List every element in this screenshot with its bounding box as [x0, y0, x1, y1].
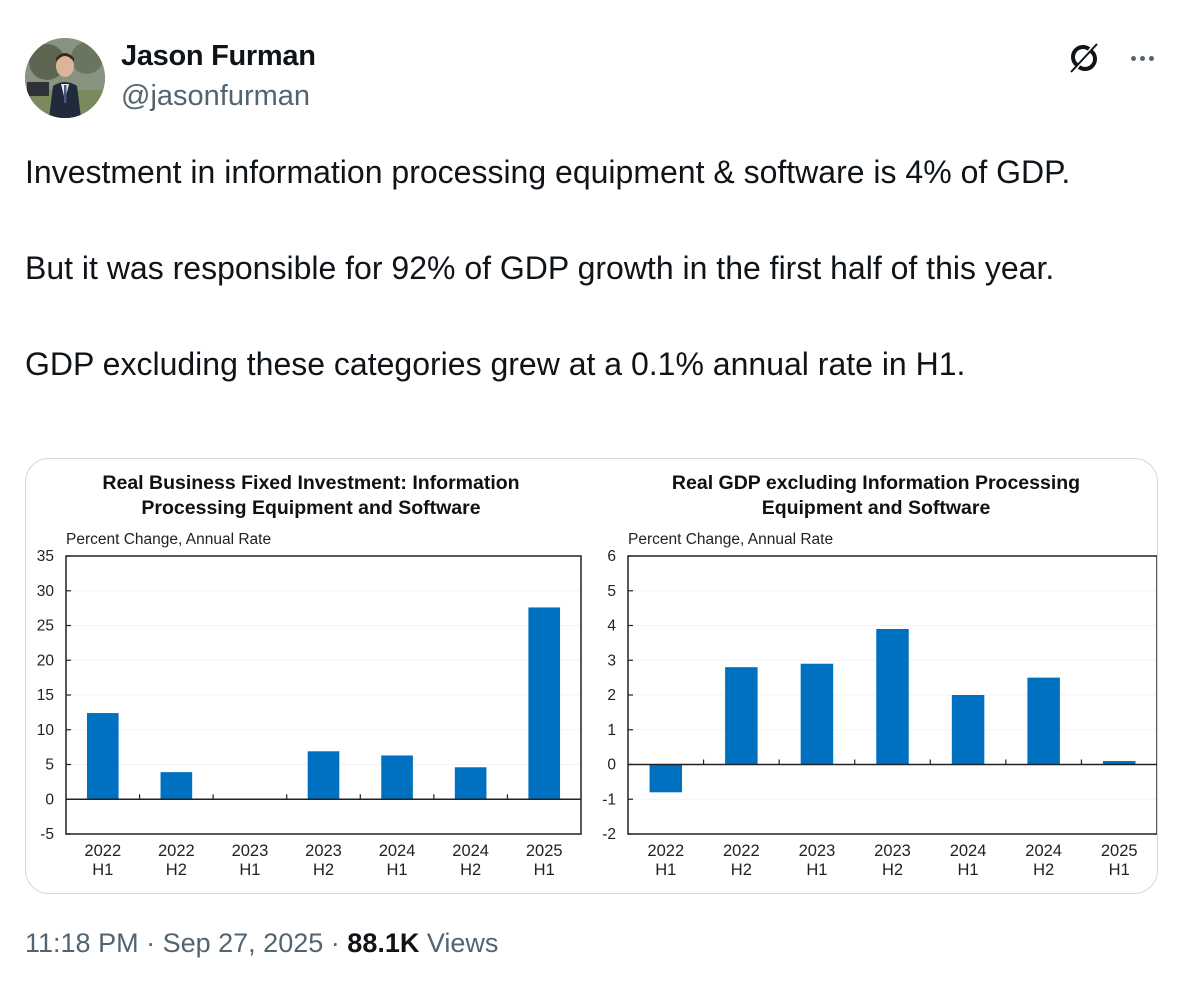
chart-title: Real Business Fixed Investment: Informat… — [66, 471, 556, 521]
y-tick-label: 30 — [37, 583, 55, 600]
grok-button[interactable] — [1064, 38, 1104, 78]
chart-svg: Percent Change, Annual Rate 35 30 25 20 15 10 5… — [37, 531, 582, 879]
x-tick-label: 2023 — [232, 842, 269, 860]
y-tick-label: 10 — [37, 722, 55, 739]
x-tick-label: H1 — [806, 861, 827, 879]
y-axis-label: Percent Change, Annual Rate — [66, 531, 271, 548]
x-tick-label: H1 — [534, 861, 555, 879]
bar-2022-H1 — [649, 764, 683, 793]
x-tick-label: 2024 — [1025, 842, 1062, 860]
tweet-date[interactable]: Sep 27, 2025 — [162, 928, 324, 958]
y-tick-label: 35 — [37, 548, 54, 565]
tweet-metadata: 11:18 PM · Sep 27, 2025 · 88.1K Views — [25, 928, 498, 959]
y-tick-label: 6 — [607, 548, 616, 565]
tweet-media-image[interactable]: Real Business Fixed Investment: Informat… — [25, 458, 1158, 894]
more-options-button[interactable] — [1122, 38, 1162, 78]
x-tick-label: 2024 — [452, 842, 489, 860]
y-tick-label: 3 — [607, 652, 616, 669]
x-tick-label: 2023 — [305, 842, 342, 860]
avatar-photo — [25, 38, 105, 118]
x-tick-label: H2 — [731, 861, 752, 879]
bar-2025-H1 — [528, 607, 561, 800]
y-tick-label: 2 — [607, 687, 616, 704]
x-tick-label: H1 — [92, 861, 113, 879]
bar-2023-H2 — [307, 751, 340, 800]
x-tick-label: 2022 — [647, 842, 684, 860]
separator: · — [146, 928, 156, 958]
author-avatar[interactable] — [25, 38, 105, 118]
x-tick-label: H2 — [460, 861, 481, 879]
bar-2024-H1 — [951, 695, 985, 765]
x-tick-label: H1 — [1109, 861, 1130, 879]
grok-icon — [1070, 43, 1098, 73]
chart-title-line: Processing Equipment and Software — [141, 497, 481, 519]
y-tick-label: 20 — [37, 652, 55, 669]
x-tick-label: H1 — [958, 861, 979, 879]
x-tick-label: 2024 — [950, 842, 987, 860]
more-options-icon-dot — [1139, 55, 1145, 61]
separator: · — [330, 928, 340, 958]
x-tick-label: H2 — [1033, 861, 1054, 879]
tweet-text: Investment in information processing equ… — [25, 148, 1165, 388]
x-tick-label: 2022 — [84, 842, 121, 860]
chart-gdp-excl: Real GDP excluding Information Processin… — [591, 459, 1157, 893]
chart-title-line: Real Business Fixed Investment: Informat… — [102, 472, 520, 494]
chart-title-line: Real GDP excluding Information Processin… — [671, 472, 1081, 494]
y-axis-label: Percent Change, Annual Rate — [628, 531, 833, 548]
more-options-icon-dot — [1148, 55, 1154, 61]
y-tick-label: 4 — [607, 618, 616, 635]
tweet-time[interactable]: 11:18 PM — [25, 928, 139, 958]
x-tick-label: 2022 — [723, 842, 760, 860]
chart-title-line: Equipment and Software — [761, 497, 991, 519]
x-tick-label: H2 — [166, 861, 187, 879]
y-tick-label: 5 — [45, 757, 54, 774]
x-tick-label: 2023 — [874, 842, 911, 860]
y-tick-label: 1 — [607, 722, 616, 739]
x-tick-label: 2025 — [1101, 842, 1138, 860]
y-tick-label: 0 — [45, 791, 54, 808]
bar-2022-H2 — [160, 772, 193, 800]
bar-2022-H2 — [725, 667, 758, 765]
y-tick-label: -2 — [602, 826, 616, 843]
y-tick-label: -1 — [602, 791, 616, 808]
x-tick-label: H1 — [387, 861, 408, 879]
y-tick-label: 15 — [37, 687, 54, 704]
y-tick-label: 0 — [607, 757, 616, 774]
x-tick-label: H2 — [313, 861, 334, 879]
bar-2023-H1 — [800, 663, 834, 765]
x-tick-label: H2 — [882, 861, 903, 879]
tweet-paragraph: GDP excluding these categories grew at a… — [25, 346, 966, 382]
bar-2024-H2 — [454, 767, 487, 800]
x-tick-label: 2022 — [158, 842, 195, 860]
tweet-paragraph: Investment in information processing equ… — [25, 154, 1071, 190]
y-tick-label: 25 — [37, 618, 54, 635]
x-tick-label: H1 — [239, 861, 260, 879]
author-name[interactable]: Jason Furman — [121, 40, 316, 72]
views-label: Views — [426, 928, 499, 958]
bar-2025-H1 — [1102, 761, 1136, 765]
y-tick-label: 5 — [607, 583, 616, 600]
x-tick-label: 2024 — [379, 842, 416, 860]
bar-2024-H2 — [1027, 677, 1060, 765]
y-tick-label: -5 — [40, 826, 54, 843]
bar-2024-H1 — [381, 755, 413, 800]
x-tick-label: 2023 — [799, 842, 836, 860]
author-handle[interactable]: @jasonfurman — [121, 80, 311, 112]
more-options-icon-dot — [1130, 55, 1136, 61]
chart-it-investment: Real Business Fixed Investment: Informat… — [26, 459, 596, 893]
chart-svg: Percent Change, Annual Rate 6 5 4 3 2 1 0 -1 -2 20… — [602, 531, 1157, 879]
x-tick-label: H1 — [655, 861, 676, 879]
x-tick-label: 2025 — [526, 842, 563, 860]
bar-2022-H1 — [86, 713, 119, 800]
tweet-paragraph: But it was responsible for 92% of GDP gr… — [25, 250, 1055, 286]
bar-2023-H2 — [876, 628, 909, 765]
views-count: 88.1K — [347, 928, 420, 958]
chart-title: Real GDP excluding Information Processin… — [631, 471, 1121, 521]
